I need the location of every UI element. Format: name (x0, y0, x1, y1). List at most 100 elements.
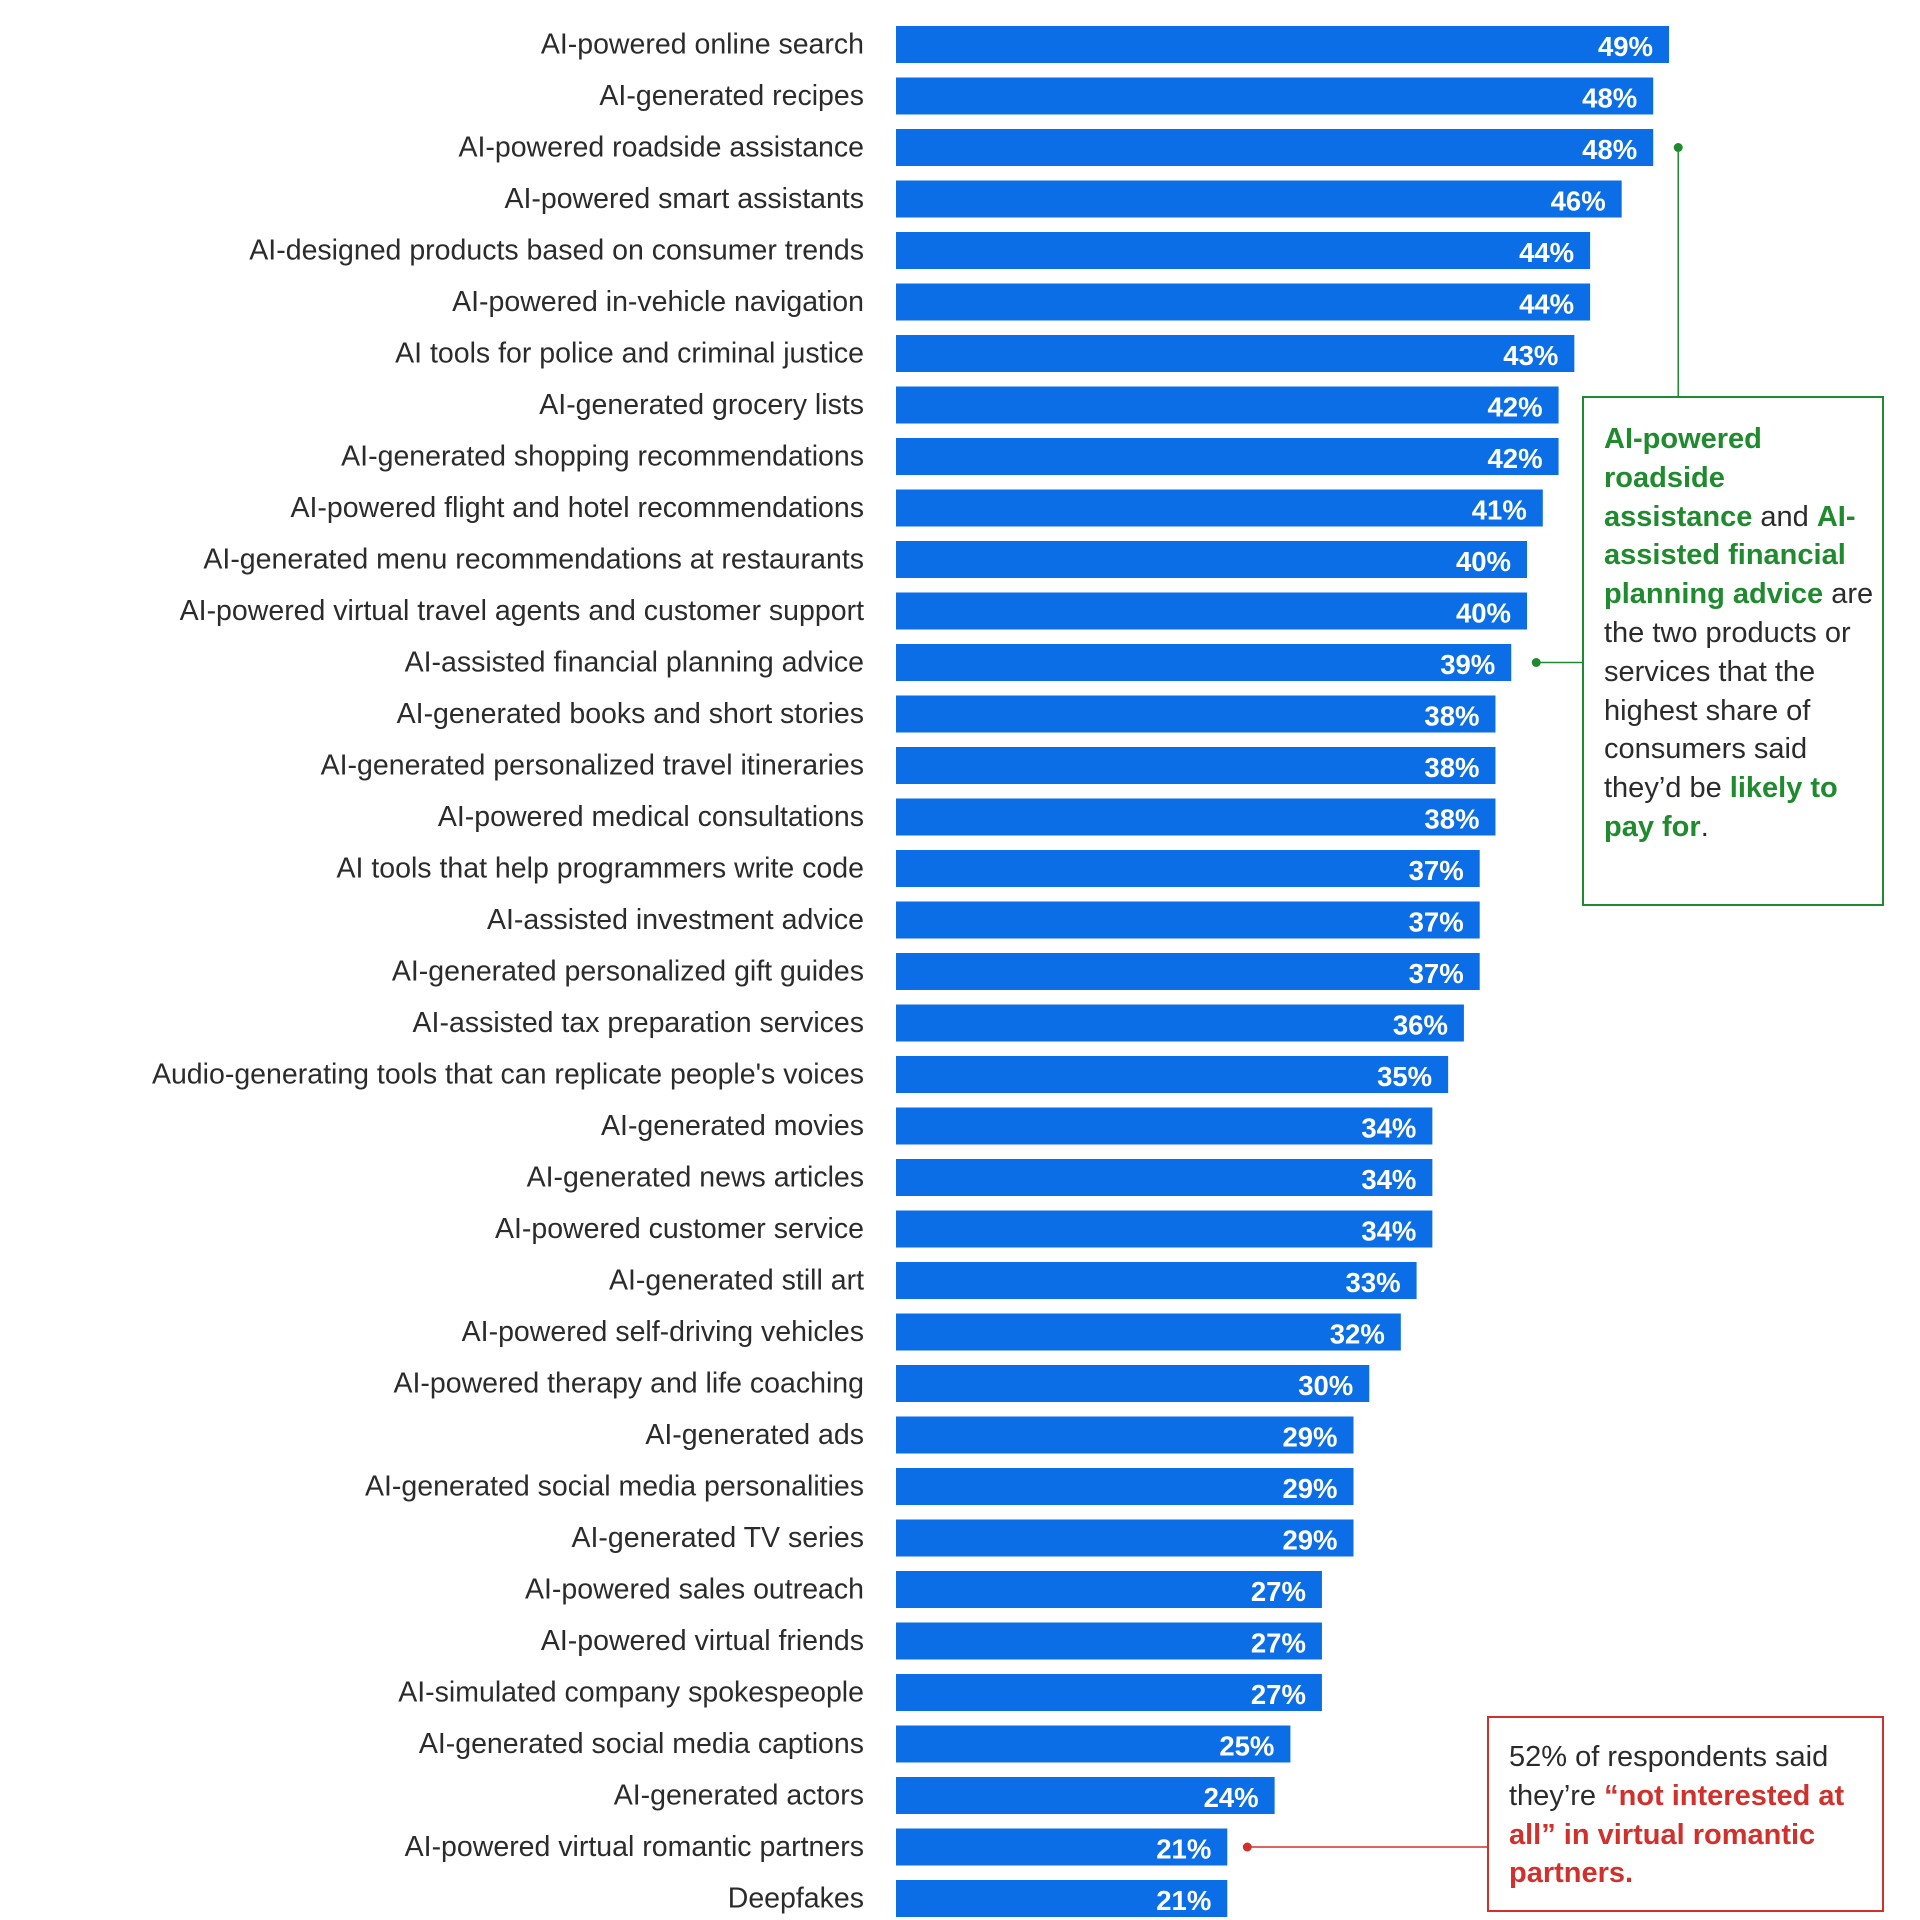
category-label: AI-simulated company spokespeople (398, 1677, 864, 1709)
bars-group: AI-powered online search 49% AI-generated … (152, 26, 1669, 1917)
bar (896, 180, 1622, 218)
category-label: AI-powered customer service (495, 1213, 864, 1245)
value-label: 38% (1424, 701, 1479, 732)
value-label: 27% (1251, 1628, 1306, 1659)
bar (896, 335, 1575, 372)
bar (896, 1571, 1322, 1608)
annotation-part: and (1752, 500, 1817, 533)
bar (896, 129, 1654, 166)
annotation-part: AI-assisted financial planning advice (1604, 500, 1856, 611)
bar (896, 1365, 1370, 1402)
category-label: AI-generated grocery lists (539, 389, 864, 421)
value-label: 41% (1472, 495, 1527, 526)
value-label: 39% (1440, 649, 1495, 680)
category-label: AI-generated ads (645, 1419, 864, 1451)
bar (896, 1313, 1401, 1351)
bar (896, 592, 1528, 630)
bar (896, 747, 1496, 784)
value-label: 36% (1393, 1010, 1448, 1041)
category-label: AI-powered therapy and life coaching (393, 1368, 864, 1400)
value-label: 35% (1377, 1061, 1432, 1092)
bar (896, 77, 1654, 115)
category-label: AI-generated actors (614, 1780, 864, 1812)
category-label: Deepfakes (728, 1883, 864, 1915)
category-label: AI-generated social media captions (419, 1728, 864, 1760)
bar (896, 644, 1512, 681)
value-label: 33% (1346, 1267, 1401, 1298)
value-label: 43% (1503, 340, 1558, 371)
bar (896, 1468, 1354, 1505)
bar (896, 1210, 1433, 1248)
value-label: 32% (1330, 1319, 1385, 1350)
value-label: 29% (1282, 1473, 1337, 1504)
category-label: AI-powered flight and hotel recommendati… (291, 492, 865, 524)
annotation-part: “not interested at all” in virtual roman… (1509, 1779, 1845, 1890)
category-label: AI-powered in-vehicle navigation (452, 286, 864, 318)
annotation-part: are the two products or services that th… (1604, 578, 1874, 805)
category-label: AI-powered medical consultations (438, 801, 864, 833)
value-label: 37% (1409, 855, 1464, 886)
category-label: AI-assisted financial planning advice (405, 647, 864, 679)
bar (896, 695, 1496, 733)
bar (896, 232, 1591, 269)
value-label: 46% (1551, 186, 1606, 217)
bar (896, 1674, 1322, 1711)
bar (896, 1262, 1417, 1299)
value-label: 40% (1456, 546, 1511, 577)
category-label: AI-powered online search (541, 29, 864, 61)
callout-connectors (1242, 143, 1683, 1852)
category-label: AI-powered virtual travel agents and cus… (180, 595, 864, 627)
category-label: AI-generated still art (609, 1265, 864, 1297)
annotation-part: AI-powered roadside assistance (1604, 423, 1762, 533)
category-label: AI-generated TV series (571, 1522, 864, 1554)
value-label: 34% (1361, 1164, 1416, 1195)
bar (896, 438, 1559, 475)
bar (896, 386, 1559, 424)
category-label: AI-assisted tax preparation services (413, 1007, 864, 1039)
value-label: 37% (1409, 907, 1464, 938)
annotation-part: likely to pay for (1604, 772, 1838, 843)
value-label: 27% (1251, 1679, 1306, 1710)
category-label: AI-powered roadside assistance (458, 132, 864, 164)
value-label: 34% (1361, 1216, 1416, 1247)
value-label: 42% (1488, 392, 1543, 423)
value-label: 30% (1298, 1370, 1353, 1401)
category-label: AI-generated books and short stories (397, 698, 864, 730)
bar (896, 1777, 1275, 1814)
value-label: 48% (1582, 83, 1637, 114)
value-label: 48% (1582, 134, 1637, 165)
category-label: Audio-generating tools that can replicat… (152, 1059, 864, 1091)
annotation-not-interested: 52% of respondents said they’re “not int… (1487, 1716, 1884, 1912)
bar (896, 1519, 1354, 1557)
category-label: AI-generated recipes (599, 80, 864, 112)
value-label: 40% (1456, 598, 1511, 629)
bar (896, 850, 1480, 887)
bar (896, 1880, 1228, 1917)
value-label: 37% (1409, 958, 1464, 989)
bar (896, 26, 1669, 63)
value-label: 42% (1488, 443, 1543, 474)
value-label: 27% (1251, 1576, 1306, 1607)
value-label: 29% (1282, 1422, 1337, 1453)
bar (896, 283, 1591, 321)
bar (896, 1004, 1464, 1042)
annotation-likely-to-pay: AI-powered roadside assistance and AI-as… (1582, 396, 1884, 906)
bar (896, 1159, 1433, 1196)
bar (896, 1828, 1228, 1866)
category-label: AI-generated movies (601, 1110, 864, 1142)
value-label: 44% (1519, 289, 1574, 320)
bar (896, 489, 1543, 527)
value-label: 38% (1424, 804, 1479, 835)
category-label: AI-assisted investment advice (487, 904, 864, 936)
category-label: AI-generated personalized gift guides (392, 956, 864, 988)
category-label: AI-powered smart assistants (504, 183, 864, 215)
category-label: AI-generated personalized travel itinera… (321, 750, 864, 782)
category-label: AI-powered self-driving vehicles (462, 1316, 864, 1348)
category-label: AI-generated news articles (527, 1162, 864, 1194)
value-label: 29% (1282, 1525, 1337, 1556)
bar (896, 1416, 1354, 1454)
bar (896, 953, 1480, 990)
annotation-part: 52% of respondents said they’re (1509, 1741, 1829, 1812)
value-label: 24% (1204, 1782, 1259, 1813)
annotation-part: . (1700, 810, 1709, 843)
